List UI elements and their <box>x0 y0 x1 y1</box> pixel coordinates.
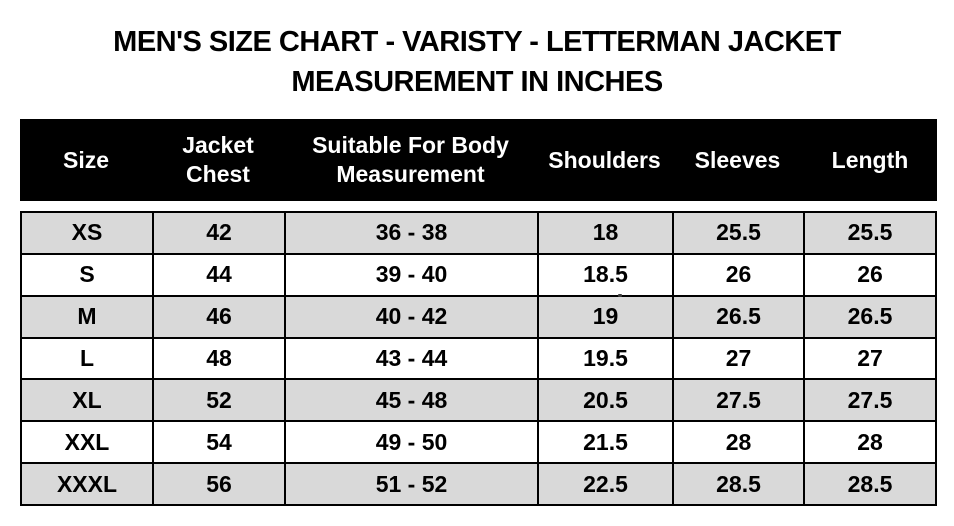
column-header-sleeves: Sleeves <box>694 146 781 173</box>
table-row: M 46 40 - 42 19 26.5 26.5 <box>22 296 935 337</box>
cell-jacket-chest: 48 <box>154 338 284 379</box>
column-header-shoulders: Shoulders <box>548 146 661 173</box>
cell-jacket-chest: 44 <box>154 254 284 295</box>
cell-jacket-chest: 52 <box>154 380 284 421</box>
column-header-size: Size <box>62 146 110 173</box>
cell-body-measurement: 45 - 48 <box>286 380 537 421</box>
column-header-jacket-chest: Jacket Chest <box>182 132 254 187</box>
cell-sleeves: 27.5 <box>674 380 803 421</box>
cell-size: M <box>22 296 152 337</box>
column-header-body-measurement: Suitable For Body Measurement <box>312 132 509 187</box>
cell-length: 28 <box>805 422 935 463</box>
cell-size: XXL <box>22 422 152 463</box>
cell-shoulders: 20.5 <box>539 380 672 421</box>
cell-length: 25.5 <box>805 213 935 253</box>
cell-length: 27 <box>805 338 935 379</box>
cell-size: L <box>22 338 152 379</box>
title-line-1: MEN'S SIZE CHART - VARISTY - LETTERMAN J… <box>113 26 841 58</box>
cell-jacket-chest: 46 <box>154 296 284 337</box>
page-title: MEN'S SIZE CHART - VARISTY - LETTERMAN J… <box>0 22 954 102</box>
cell-body-measurement: 39 - 40 <box>286 254 537 295</box>
cell-size: XL <box>22 380 152 421</box>
cell-sleeves: 26 <box>674 254 803 295</box>
cell-shoulders: 22.5 <box>539 464 672 505</box>
stray-mark <box>618 294 622 297</box>
cell-shoulders: 18.5 <box>539 254 672 295</box>
table-row: S 44 39 - 40 18.5 26 26 <box>22 254 935 295</box>
cell-length: 26.5 <box>805 296 935 337</box>
table-body: XS 42 36 - 38 18 25.5 25.5 S 44 39 - 40 … <box>20 211 937 506</box>
title-line-2: MEASUREMENT IN INCHES <box>291 66 663 98</box>
cell-jacket-chest: 56 <box>154 464 284 505</box>
cell-body-measurement: 43 - 44 <box>286 338 537 379</box>
cell-length: 26 <box>805 254 935 295</box>
cell-shoulders: 21.5 <box>539 422 672 463</box>
cell-size: S <box>22 254 152 295</box>
cell-shoulders: 19 <box>539 296 672 337</box>
cell-body-measurement: 49 - 50 <box>286 422 537 463</box>
cell-sleeves: 28.5 <box>674 464 803 505</box>
cell-body-measurement: 36 - 38 <box>286 213 537 253</box>
cell-body-measurement: 40 - 42 <box>286 296 537 337</box>
cell-sleeves: 28 <box>674 422 803 463</box>
table-header-row: Size Jacket Chest Suitable For Body Meas… <box>20 119 937 201</box>
cell-sleeves: 26.5 <box>674 296 803 337</box>
table-row: XXXL 56 51 - 52 22.5 28.5 28.5 <box>22 464 935 505</box>
cell-size: XXXL <box>22 464 152 505</box>
table-row: XS 42 36 - 38 18 25.5 25.5 <box>22 213 935 253</box>
table-row: XL 52 45 - 48 20.5 27.5 27.5 <box>22 380 935 421</box>
cell-sleeves: 25.5 <box>674 213 803 253</box>
table-row: L 48 43 - 44 19.5 27 27 <box>22 338 935 379</box>
cell-jacket-chest: 54 <box>154 422 284 463</box>
cell-jacket-chest: 42 <box>154 213 284 253</box>
cell-body-measurement: 51 - 52 <box>286 464 537 505</box>
cell-shoulders: 18 <box>539 213 672 253</box>
table-row: XXL 54 49 - 50 21.5 28 28 <box>22 422 935 463</box>
cell-sleeves: 27 <box>674 338 803 379</box>
cell-length: 27.5 <box>805 380 935 421</box>
cell-shoulders: 19.5 <box>539 338 672 379</box>
column-header-length: Length <box>831 146 909 173</box>
cell-length: 28.5 <box>805 464 935 505</box>
cell-size: XS <box>22 213 152 253</box>
